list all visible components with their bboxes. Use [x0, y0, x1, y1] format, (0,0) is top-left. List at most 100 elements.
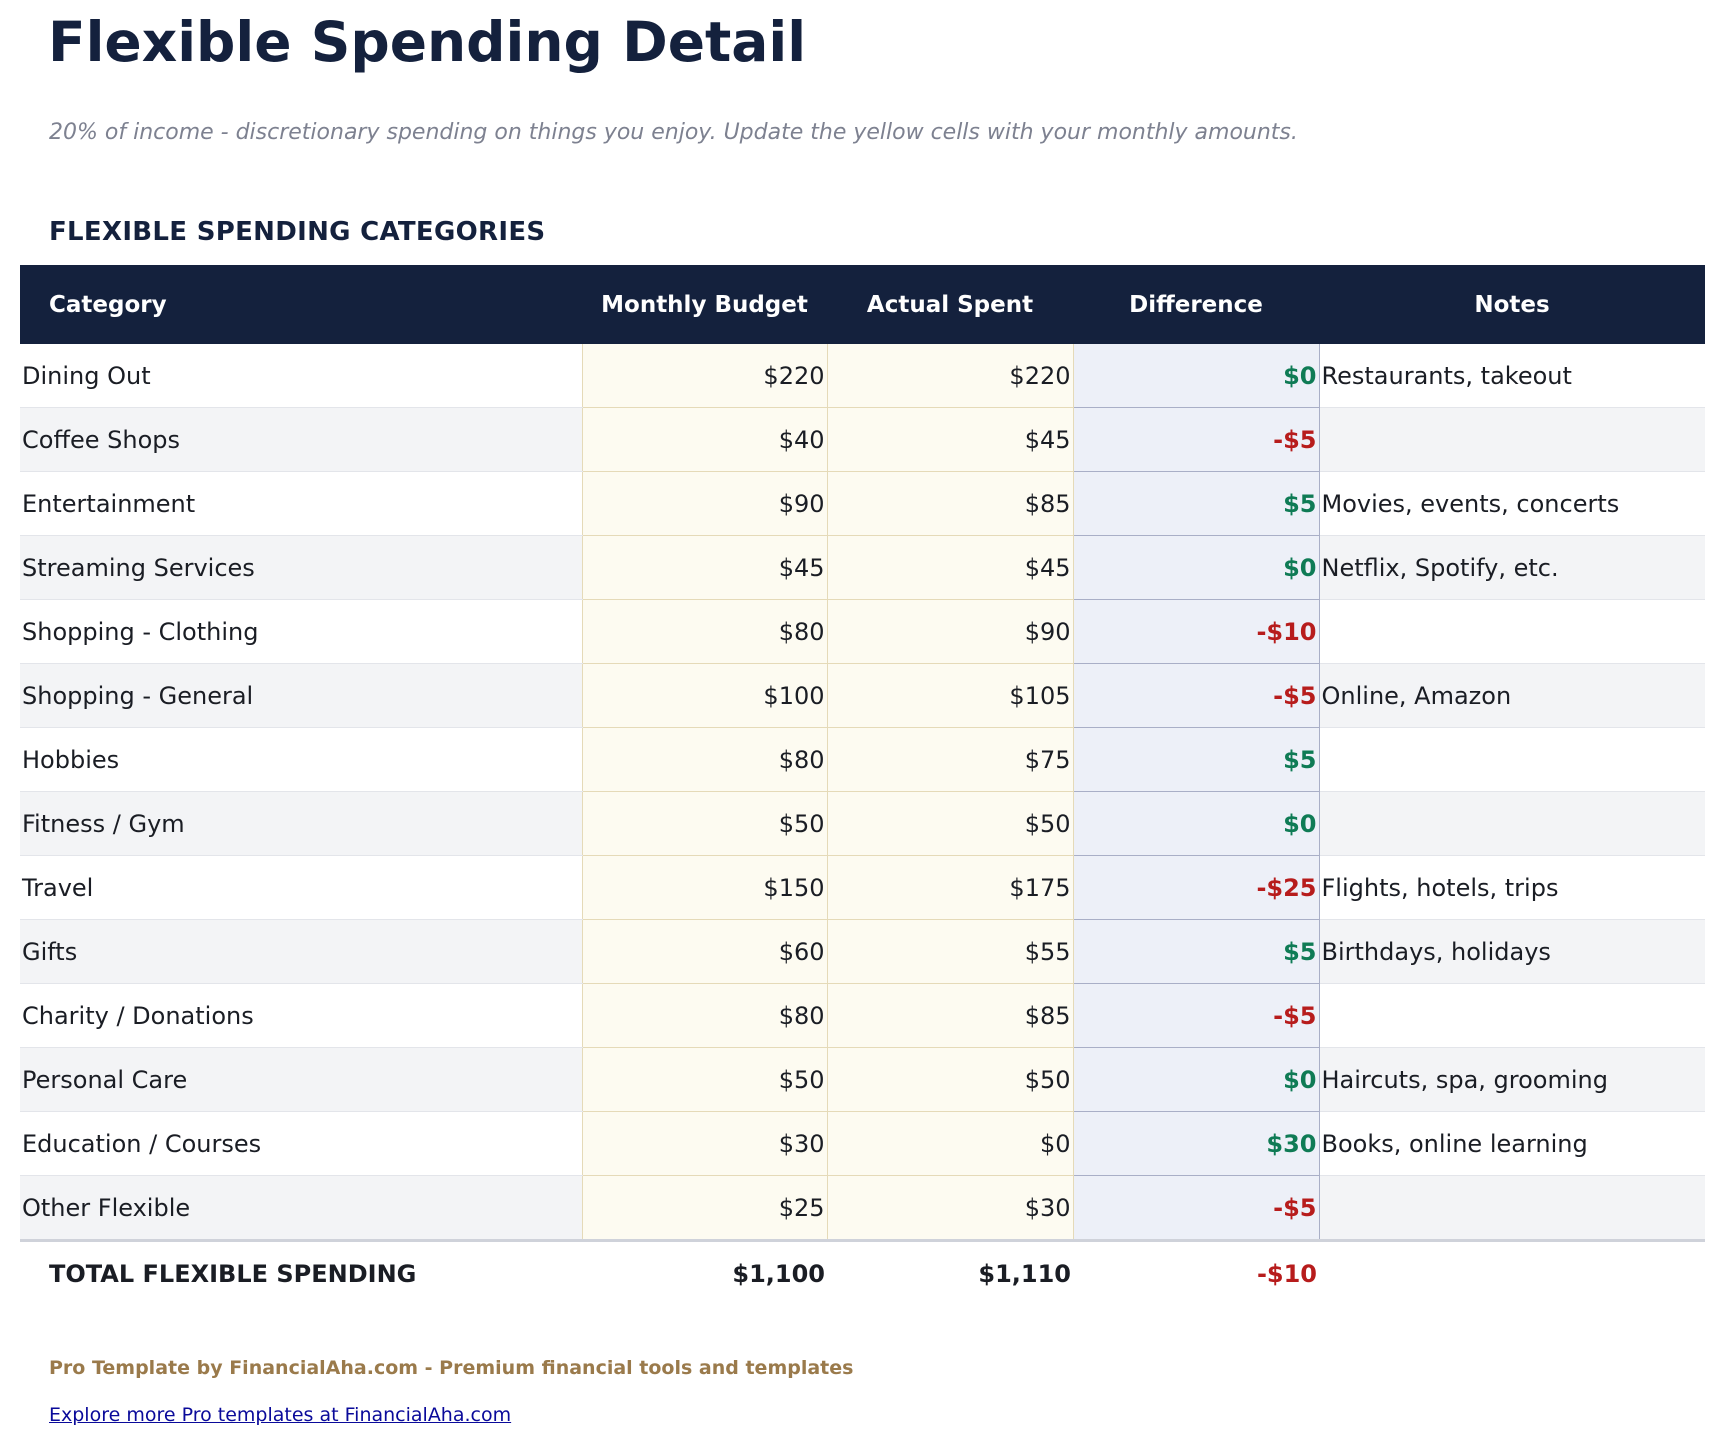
actual-input[interactable]: $175 — [826, 855, 1074, 920]
total-label: TOTAL FLEXIBLE SPENDING — [20, 1239, 582, 1306]
notes-cell[interactable]: Online, Amazon — [1319, 663, 1705, 728]
total-row: TOTAL FLEXIBLE SPENDING $1,100 $1,110 -$10 — [20, 1239, 1705, 1306]
header-budget: Monthly Budget — [582, 265, 827, 344]
notes-cell[interactable]: Movies, events, concerts — [1319, 471, 1705, 536]
table-row: Hobbies $80 $75 $5 — [20, 727, 1705, 792]
budget-input[interactable]: $50 — [581, 1047, 828, 1112]
table-row: Shopping - General $100 $105 -$5 Online, Ama… — [20, 663, 1705, 728]
actual-input[interactable]: $75 — [826, 727, 1074, 792]
actual-input[interactable]: $45 — [826, 535, 1074, 600]
actual-input[interactable]: $85 — [826, 471, 1074, 536]
budget-input[interactable]: $45 — [581, 535, 828, 600]
page-subtitle: 20% of income - discretionary spending o… — [49, 120, 1298, 145]
table-row: Entertainment $90 $85 $5 Movies, events, con… — [20, 471, 1705, 536]
budget-input[interactable]: $50 — [581, 791, 828, 856]
total-difference: -$10 — [1073, 1239, 1319, 1306]
actual-input[interactable]: $105 — [826, 663, 1074, 728]
actual-input[interactable]: $220 — [826, 344, 1074, 408]
notes-cell[interactable] — [1319, 599, 1705, 664]
difference-cell: $5 — [1072, 471, 1320, 536]
table-row: Other Flexible $25 $30 -$5 — [20, 1175, 1705, 1241]
category-cell: Streaming Services — [20, 535, 582, 600]
budget-input[interactable]: $25 — [581, 1175, 828, 1241]
page-title: Flexible Spending Detail — [48, 10, 807, 74]
total-actual: $1,110 — [827, 1239, 1073, 1306]
notes-cell[interactable]: Restaurants, takeout — [1319, 344, 1705, 408]
table-row: Streaming Services $45 $45 $0 Netflix, Spoti… — [20, 535, 1705, 600]
table-row: Charity / Donations $80 $85 -$5 — [20, 983, 1705, 1048]
table-row: Education / Courses $30 $0 $30 Books, online… — [20, 1111, 1705, 1176]
budget-input[interactable]: $80 — [581, 983, 828, 1048]
difference-cell: -$5 — [1072, 663, 1320, 728]
header-difference: Difference — [1073, 265, 1319, 344]
category-cell: Charity / Donations — [20, 983, 582, 1048]
notes-cell[interactable] — [1319, 407, 1705, 472]
category-cell: Shopping - Clothing — [20, 599, 582, 664]
budget-input[interactable]: $100 — [581, 663, 828, 728]
notes-cell[interactable]: Books, online learning — [1319, 1111, 1705, 1176]
category-cell: Shopping - General — [20, 663, 582, 728]
total-notes — [1319, 1239, 1705, 1306]
difference-cell: $0 — [1072, 791, 1320, 856]
difference-cell: -$5 — [1072, 407, 1320, 472]
budget-input[interactable]: $60 — [581, 919, 828, 984]
category-cell: Travel — [20, 855, 582, 920]
footer-credit: Pro Template by FinancialAha.com - Premi… — [49, 1357, 854, 1379]
actual-input[interactable]: $90 — [826, 599, 1074, 664]
table-row: Coffee Shops $40 $45 -$5 — [20, 407, 1705, 472]
notes-cell[interactable]: Netflix, Spotify, etc. — [1319, 535, 1705, 600]
difference-cell: $5 — [1072, 727, 1320, 792]
header-category: Category — [20, 265, 582, 344]
section-heading: FLEXIBLE SPENDING CATEGORIES — [49, 217, 546, 247]
difference-cell: $0 — [1072, 344, 1320, 408]
table-row: Fitness / Gym $50 $50 $0 — [20, 791, 1705, 856]
difference-cell: -$10 — [1072, 599, 1320, 664]
header-notes: Notes — [1319, 265, 1705, 344]
table-row: Dining Out $220 $220 $0 Restaurants, takeout — [20, 344, 1705, 408]
budget-input[interactable]: $90 — [581, 471, 828, 536]
difference-cell: $0 — [1072, 1047, 1320, 1112]
category-cell: Entertainment — [20, 471, 582, 536]
difference-cell: $5 — [1072, 919, 1320, 984]
budget-input[interactable]: $80 — [581, 727, 828, 792]
footer-link[interactable]: Explore more Pro templates at FinancialA… — [49, 1404, 512, 1426]
actual-input[interactable]: $55 — [826, 919, 1074, 984]
notes-cell[interactable] — [1319, 983, 1705, 1048]
category-cell: Other Flexible — [20, 1175, 582, 1241]
table-row: Personal Care $50 $50 $0 Haircuts, spa, groo… — [20, 1047, 1705, 1112]
category-cell: Education / Courses — [20, 1111, 582, 1176]
budget-input[interactable]: $150 — [581, 855, 828, 920]
category-cell: Coffee Shops — [20, 407, 582, 472]
notes-cell[interactable] — [1319, 791, 1705, 856]
actual-input[interactable]: $45 — [826, 407, 1074, 472]
spending-table: Category Monthly Budget Actual Spent Dif… — [20, 265, 1705, 1306]
table-row: Shopping - Clothing $80 $90 -$10 — [20, 599, 1705, 664]
notes-cell[interactable] — [1319, 1175, 1705, 1241]
category-cell: Dining Out — [20, 344, 582, 408]
category-cell: Fitness / Gym — [20, 791, 582, 856]
budget-input[interactable]: $80 — [581, 599, 828, 664]
difference-cell: -$5 — [1072, 1175, 1320, 1241]
actual-input[interactable]: $30 — [826, 1175, 1074, 1241]
notes-cell[interactable] — [1319, 727, 1705, 792]
actual-input[interactable]: $50 — [826, 1047, 1074, 1112]
notes-cell[interactable]: Birthdays, holidays — [1319, 919, 1705, 984]
budget-input[interactable]: $40 — [581, 407, 828, 472]
actual-input[interactable]: $50 — [826, 791, 1074, 856]
category-cell: Personal Care — [20, 1047, 582, 1112]
difference-cell: $30 — [1072, 1111, 1320, 1176]
header-actual: Actual Spent — [827, 265, 1073, 344]
actual-input[interactable]: $0 — [826, 1111, 1074, 1176]
category-cell: Gifts — [20, 919, 582, 984]
total-budget: $1,100 — [582, 1239, 827, 1306]
budget-input[interactable]: $220 — [581, 344, 828, 408]
notes-cell[interactable]: Flights, hotels, trips — [1319, 855, 1705, 920]
difference-cell: -$25 — [1072, 855, 1320, 920]
difference-cell: $0 — [1072, 535, 1320, 600]
table-header-row: Category Monthly Budget Actual Spent Dif… — [20, 265, 1705, 344]
notes-cell[interactable]: Haircuts, spa, grooming — [1319, 1047, 1705, 1112]
category-cell: Hobbies — [20, 727, 582, 792]
actual-input[interactable]: $85 — [826, 983, 1074, 1048]
budget-input[interactable]: $30 — [581, 1111, 828, 1176]
table-row: Gifts $60 $55 $5 Birthdays, holidays — [20, 919, 1705, 984]
